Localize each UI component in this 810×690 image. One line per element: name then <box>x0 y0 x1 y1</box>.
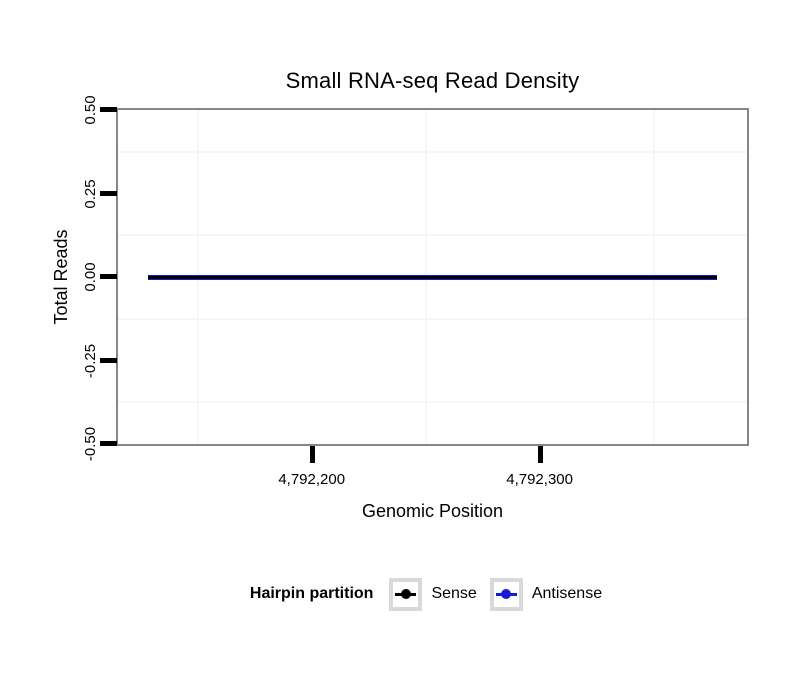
legend: Hairpin partition Sense Antisense <box>118 577 747 611</box>
minor-gridline-horizontal <box>118 150 747 153</box>
y-axis-tick <box>100 107 117 112</box>
legend-label-sense: Sense <box>431 585 477 602</box>
y-tick-label: 0.00 <box>82 262 99 292</box>
y-axis-tick <box>100 190 117 196</box>
y-tick-label: 0.25 <box>82 178 99 209</box>
y-axis-tick <box>100 441 117 446</box>
x-axis-title: Genomic Position <box>361 501 504 521</box>
x-axis-tick <box>537 446 543 463</box>
chart-title: Small RNA-seq Read Density <box>285 68 580 93</box>
minor-gridline-horizontal <box>118 234 747 237</box>
series-line-sense <box>147 275 718 279</box>
legend-key-antisense <box>489 577 523 611</box>
y-axis-tick <box>100 357 117 363</box>
x-tick-label: 4,792,200 <box>278 471 346 488</box>
y-tick-label: -0.25 <box>82 343 99 378</box>
x-axis-tick <box>309 446 315 463</box>
y-tick-label: -0.50 <box>82 426 99 462</box>
legend-label-antisense: Antisense <box>531 585 603 602</box>
legend-point-icon <box>400 589 411 599</box>
legend-title: Hairpin partition <box>249 585 374 602</box>
minor-gridline-horizontal <box>118 401 747 404</box>
plot-panel <box>116 108 749 446</box>
y-tick-label: 0.50 <box>82 95 99 125</box>
legend-point-icon <box>501 589 512 599</box>
y-axis-tick <box>100 274 117 279</box>
y-axis-title: Total Reads <box>51 229 71 325</box>
minor-gridline-horizontal <box>118 317 747 320</box>
legend-key-sense <box>389 577 423 611</box>
x-tick-label: 4,792,300 <box>506 471 573 488</box>
